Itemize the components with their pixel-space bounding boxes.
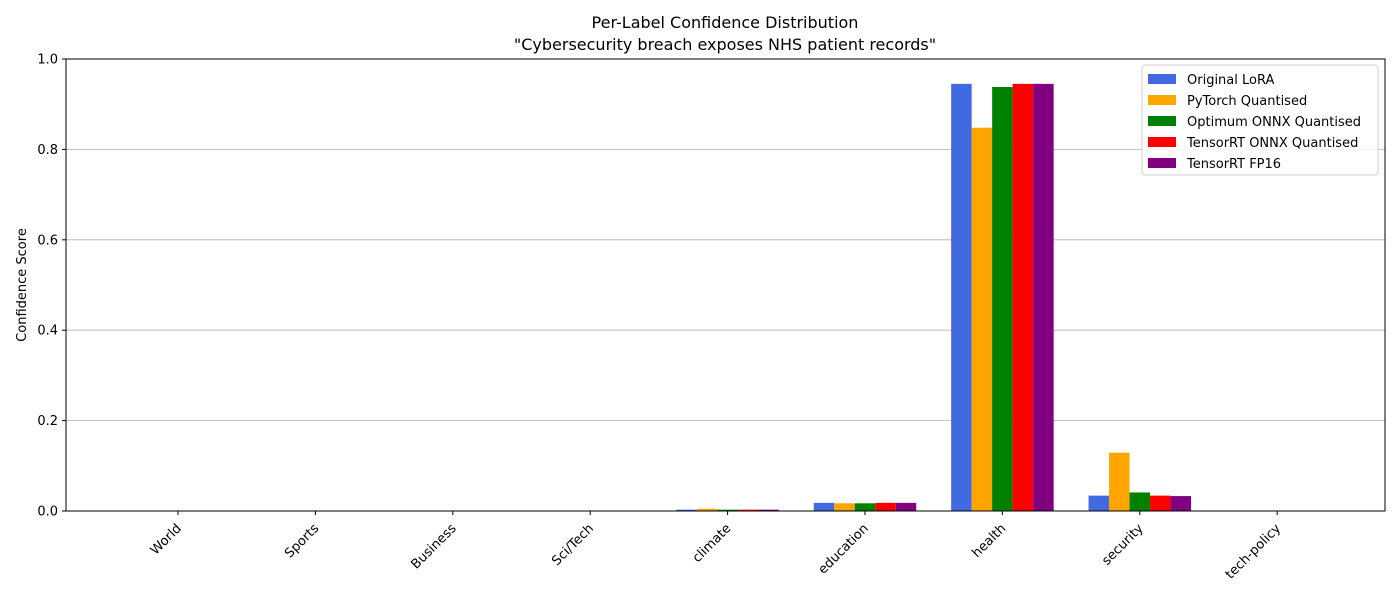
x-tick-label: health [970, 521, 1010, 561]
legend-swatch [1148, 116, 1176, 126]
bar [737, 509, 759, 511]
x-tick-label: education [816, 521, 872, 577]
y-tick-label: 0.6 [37, 233, 58, 248]
y-tick-label: 0.0 [37, 505, 58, 520]
x-tick-label: tech-policy [1223, 521, 1284, 582]
x-tick-label: Sci/Tech [549, 521, 597, 569]
bar [1170, 496, 1192, 511]
bar [758, 509, 779, 511]
bar [951, 83, 972, 512]
legend-entry-label: PyTorch Quantised [1187, 94, 1307, 109]
x-tick-label: World [148, 521, 185, 558]
legend-entry-label: TensorRT FP16 [1186, 157, 1281, 172]
legend-entry-label: TensorRT ONNX Quantised [1186, 136, 1358, 151]
bar [696, 508, 718, 511]
legend-entry-label: Optimum ONNX Quantised [1187, 115, 1361, 130]
y-axis: 0.0 0.2 0.4 0.6 0.8 1.0 [37, 53, 66, 520]
bar [875, 502, 896, 511]
bars [676, 83, 1192, 512]
legend-swatch [1148, 158, 1176, 168]
bar [971, 127, 993, 511]
bar [1150, 495, 1171, 511]
chart-title: Per-Label Confidence Distribution [592, 13, 859, 32]
bar [834, 503, 855, 511]
legend: Original LoRA PyTorch Quantised Optimum ON… [1141, 64, 1379, 176]
bar [1088, 495, 1110, 511]
bar [895, 502, 917, 511]
bar [1109, 452, 1130, 511]
y-tick-label: 0.4 [37, 324, 58, 339]
y-axis-label: Confidence Score [15, 228, 30, 342]
grid-lines [66, 148, 1385, 422]
bar [717, 509, 738, 511]
chart-subtitle: "Cybersecurity breach exposes NHS patien… [514, 35, 936, 54]
plot-frame [65, 58, 1386, 512]
bar [813, 502, 835, 511]
bar [854, 503, 876, 511]
x-tick-label: Business [408, 521, 459, 572]
legend-box [1141, 64, 1379, 176]
legend-swatch [1148, 95, 1176, 105]
legend-swatch [1148, 74, 1176, 84]
x-axis: World Sports Business Sci/Tech climate educat… [148, 511, 1284, 582]
bar [1129, 492, 1151, 511]
y-tick-label: 0.2 [37, 414, 58, 429]
bar [676, 509, 697, 511]
legend-swatch [1148, 137, 1176, 147]
y-tick-label: 0.8 [37, 143, 58, 158]
x-tick-label: climate [690, 521, 735, 566]
legend-entry-label: Original LoRA [1187, 73, 1274, 88]
bar [1033, 83, 1054, 512]
bar [992, 87, 1013, 512]
bar [1012, 83, 1034, 512]
y-tick-label: 1.0 [37, 53, 58, 68]
x-tick-label: security [1099, 521, 1147, 569]
x-tick-label: Sports [282, 521, 322, 561]
